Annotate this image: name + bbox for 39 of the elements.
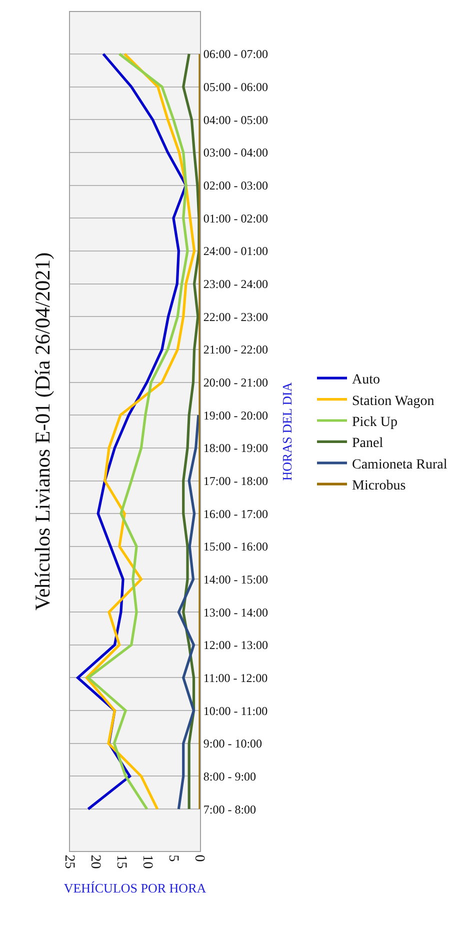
legend-label: Pick Up: [352, 414, 398, 430]
y-tick-label: 20:00 - 21:00: [203, 375, 268, 390]
y-tick-label: 11:00 - 12:00: [203, 670, 268, 685]
legend-label: Station Wagon: [352, 394, 434, 409]
x-axis-title: VEHÍCULOS POR HORA: [64, 880, 207, 896]
y-tick-label: 03:00 - 04:00: [203, 146, 268, 160]
y-tick-label: 04:00 - 05:00: [203, 112, 268, 127]
y-tick-label: 14:00 - 15:00: [203, 572, 268, 586]
y-tick-label: 01:00 - 02:00: [203, 211, 268, 226]
legend-label: Panel: [352, 436, 384, 452]
legend-label: Microbus: [352, 478, 406, 494]
text: Vehículos Livianos E-01 (Día 26/04/2021): [30, 252, 54, 610]
y-tick-label: 19:00 - 20:00: [203, 408, 268, 422]
y-tick-label: 05:00 - 06:00: [203, 80, 268, 94]
y-tick-label: 9:00 - 10:00: [203, 736, 262, 751]
x-tick-label: 20: [87, 854, 102, 869]
legend-label: Camioneta Rural: [352, 457, 448, 472]
x-tick-label: 15: [113, 854, 128, 869]
y-tick-label: 21:00 - 22:00: [203, 342, 268, 357]
y-tick-label: 22:00 - 23:00: [203, 310, 268, 324]
y-tick-label: 24:00 - 01:00: [203, 244, 268, 258]
y-tick-label: 12:00 - 13:00: [203, 638, 268, 652]
y-tick-label: 02:00 - 03:00: [203, 178, 268, 192]
x-tick-label: 0: [191, 854, 206, 862]
y-tick-label: 18:00 - 19:00: [203, 441, 268, 456]
x-tick-label: 5: [165, 854, 180, 862]
y-tick-label: 13:00 - 14:00: [203, 605, 268, 620]
y-axis-title: HORAS DEL DIA: [280, 382, 295, 481]
y-tick-label: 10:00 - 11:00: [203, 704, 268, 718]
y-tick-label: 17:00 - 18:00: [203, 474, 268, 488]
y-tick-label: 06:00 - 07:00: [203, 47, 268, 62]
x-tick-label: 10: [139, 854, 154, 869]
y-tick-label: 23:00 - 24:00: [203, 276, 268, 291]
y-tick-label: 7:00 - 8:00: [203, 802, 256, 816]
y-tick-label: 16:00 - 17:00: [203, 506, 268, 521]
legend-label: Auto: [352, 372, 380, 388]
y-tick-label: 8:00 - 9:00: [203, 769, 256, 784]
x-tick-label: 25: [61, 854, 76, 869]
y-tick-label: 15:00 - 16:00: [203, 540, 268, 554]
